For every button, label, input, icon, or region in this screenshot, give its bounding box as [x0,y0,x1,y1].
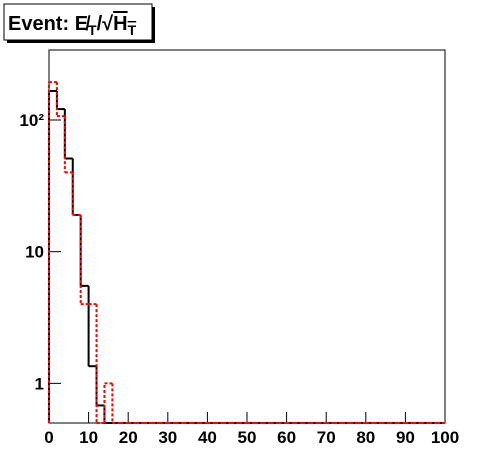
x-tick-label: 20 [119,428,138,447]
y-tick-label: 1 [35,374,44,393]
x-tick-label: 60 [277,428,296,447]
x-tick-label: 30 [158,428,177,447]
x-tick-label: 90 [396,428,415,447]
x-tick-label: 50 [238,428,257,447]
y-tick-label: 10 [25,243,44,262]
title-part: E̸ [75,13,91,35]
x-tick-label: 0 [44,428,53,447]
x-tick-label: 70 [317,428,336,447]
x-tick-label: 40 [198,428,217,447]
x-tick-label: 100 [431,428,459,447]
title-part: T [88,22,97,38]
title-part: Event: [8,13,75,35]
title-part: /√ [97,13,115,35]
x-tick-label: 10 [79,428,98,447]
frame [48,49,446,424]
chart-title: Event: E̸T/√HT [8,13,137,38]
y-tick-label: 10² [19,111,44,130]
title-part: T [128,22,137,38]
x-tick-label: 80 [356,428,375,447]
title-box [3,3,153,41]
title-part: H [113,13,127,35]
